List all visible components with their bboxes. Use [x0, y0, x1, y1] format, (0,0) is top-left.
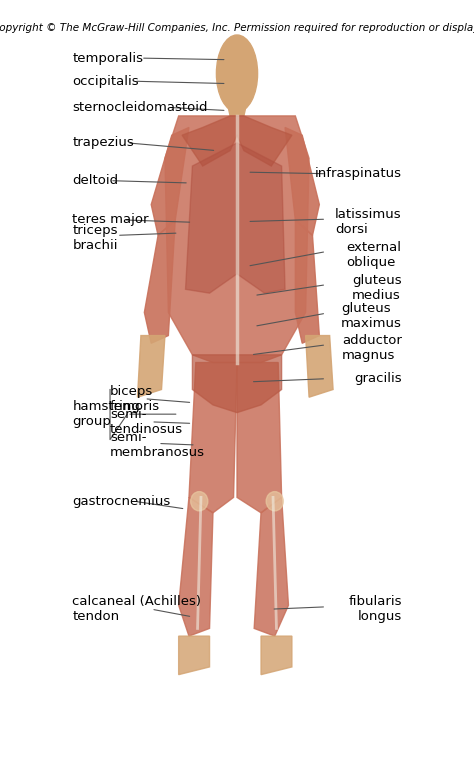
Text: fibularis
longus: fibularis longus	[348, 595, 401, 623]
Polygon shape	[165, 116, 309, 362]
Text: trapezius: trapezius	[73, 136, 134, 150]
Polygon shape	[137, 336, 165, 397]
Text: hamstring
group: hamstring group	[73, 400, 140, 428]
Polygon shape	[261, 636, 292, 675]
Ellipse shape	[266, 492, 283, 511]
Polygon shape	[254, 498, 289, 636]
Polygon shape	[151, 128, 189, 235]
Text: triceps
brachii: triceps brachii	[73, 224, 118, 252]
Polygon shape	[295, 220, 319, 344]
Text: biceps
femoris: biceps femoris	[110, 385, 160, 413]
Text: latissimus
dorsi: latissimus dorsi	[335, 208, 401, 236]
Text: semi-
tendinosus: semi- tendinosus	[110, 408, 183, 436]
Text: Copyright © The McGraw-Hill Companies, Inc. Permission required for reproduction: Copyright © The McGraw-Hill Companies, I…	[0, 23, 474, 33]
Text: gastrocnemius: gastrocnemius	[73, 495, 171, 508]
Ellipse shape	[217, 35, 257, 112]
Polygon shape	[237, 143, 285, 293]
Polygon shape	[182, 116, 292, 166]
Text: sternocleidomastoid: sternocleidomastoid	[73, 101, 208, 114]
Polygon shape	[179, 498, 213, 636]
Polygon shape	[306, 336, 333, 397]
Text: teres major: teres major	[73, 213, 149, 227]
Polygon shape	[189, 362, 237, 513]
Ellipse shape	[191, 492, 208, 511]
Text: external
oblique: external oblique	[346, 241, 401, 269]
Text: temporalis: temporalis	[73, 51, 143, 65]
Text: gluteus
maximus: gluteus maximus	[341, 302, 401, 330]
Polygon shape	[185, 143, 237, 293]
Text: calcaneal (Achilles)
tendon: calcaneal (Achilles) tendon	[73, 595, 201, 623]
Polygon shape	[179, 636, 210, 675]
Text: occipitalis: occipitalis	[73, 75, 139, 88]
Text: adductor
magnus: adductor magnus	[342, 334, 401, 362]
Polygon shape	[145, 220, 175, 344]
Polygon shape	[237, 362, 282, 513]
Text: gracilis: gracilis	[354, 372, 401, 385]
Polygon shape	[227, 100, 247, 116]
Text: gluteus
medius: gluteus medius	[352, 273, 401, 301]
Text: deltoid: deltoid	[73, 174, 118, 187]
Text: semi-
membranosus: semi- membranosus	[110, 431, 205, 459]
Polygon shape	[192, 354, 282, 413]
Polygon shape	[285, 128, 319, 235]
Text: infraspinatus: infraspinatus	[315, 167, 401, 180]
